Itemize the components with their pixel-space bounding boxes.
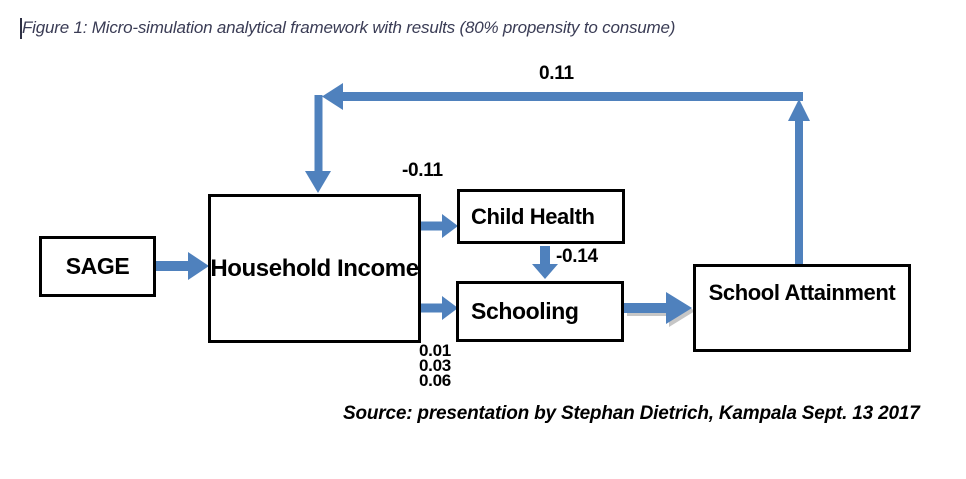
text-cursor xyxy=(20,18,22,39)
node-child-health: Child Health xyxy=(457,189,625,244)
coefficient-child-health-schooling: -0.14 xyxy=(556,246,598,267)
coefficient-income-child-health: -0.11 xyxy=(402,160,443,181)
node-sage: SAGE xyxy=(39,236,156,297)
coefficients-income-schooling: 0.01 0.03 0.06 xyxy=(419,341,451,390)
arrow-income-to-schooling xyxy=(420,296,458,320)
arrow-income-to-child-health xyxy=(420,214,458,238)
node-schooling: Schooling xyxy=(456,281,624,342)
arrow-sage-to-household-income xyxy=(156,252,209,280)
coefficient-income-schooling-1: 0.01 xyxy=(419,341,451,360)
source-caption: Source: presentation by Stephan Dietrich… xyxy=(343,403,920,424)
coefficient-feedback: 0.11 xyxy=(539,63,574,84)
node-school-attainment: School Attainment xyxy=(693,264,911,352)
coefficient-income-schooling-3: 0.06 xyxy=(419,371,451,390)
arrow-schooling-to-attainment xyxy=(624,292,695,327)
arrow-child-health-to-schooling xyxy=(532,246,558,279)
figure-title: Figure 1: Micro-simulation analytical fr… xyxy=(22,18,676,37)
coefficient-income-schooling-2: 0.03 xyxy=(419,356,451,375)
node-household-income: Household Income xyxy=(208,194,421,343)
